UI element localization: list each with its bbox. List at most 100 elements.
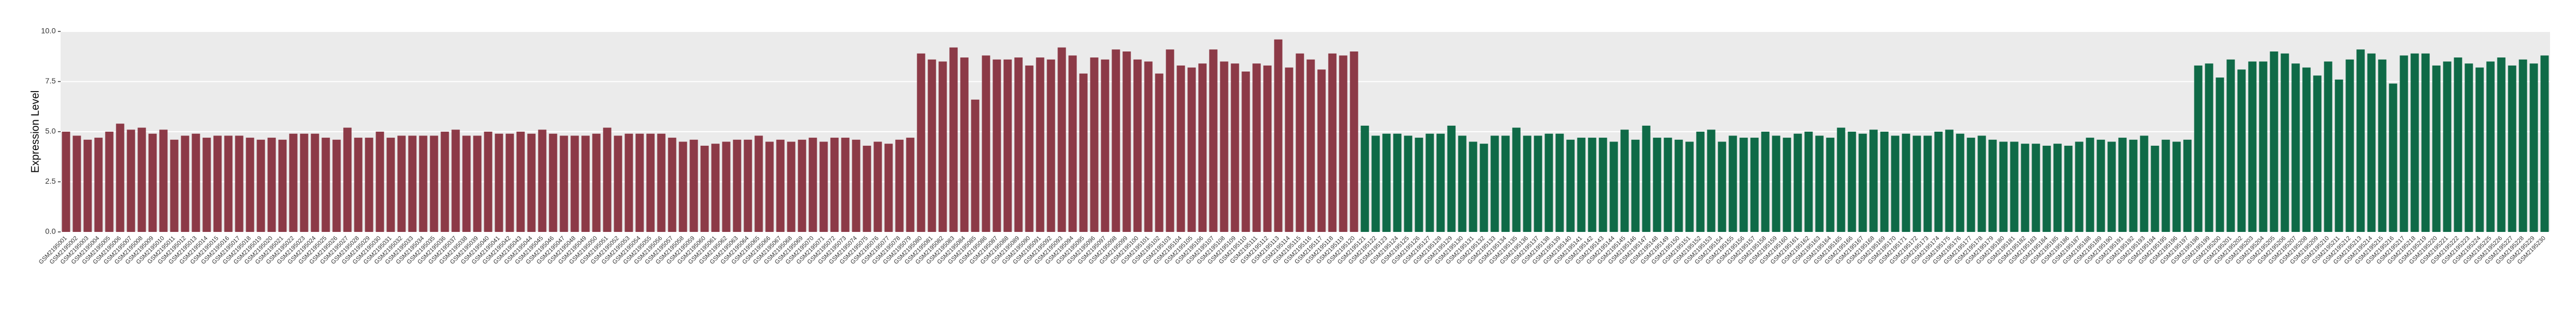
bar: [2291, 63, 2300, 232]
bar: [2475, 67, 2484, 232]
bar: [2335, 79, 2343, 232]
bar: [94, 138, 103, 232]
bar: [1718, 141, 1726, 232]
bar: [2183, 139, 2192, 232]
bar: [1696, 132, 1705, 232]
bar: [549, 133, 557, 232]
bar: [798, 139, 806, 232]
bar: [1068, 55, 1077, 232]
bar: [917, 53, 925, 232]
bar: [1393, 133, 1402, 232]
bar: [1480, 144, 1488, 232]
bar: [906, 138, 915, 232]
bar: [971, 99, 980, 232]
bar: [1826, 138, 1835, 232]
bar: [787, 141, 796, 232]
bar: [1566, 139, 1575, 232]
bar: [1609, 141, 1618, 232]
bar: [689, 139, 698, 232]
bar: [2465, 63, 2473, 232]
bar: [1166, 49, 1174, 232]
bar: [1144, 61, 1153, 232]
bar: [2151, 145, 2159, 232]
bar: [1220, 61, 1228, 232]
bar: [473, 135, 482, 232]
bar: [1913, 135, 1921, 232]
bar: [1599, 138, 1607, 232]
bar: [516, 132, 525, 232]
y-tick-label: 10.0: [41, 27, 56, 35]
bar: [332, 139, 341, 232]
bar: [1653, 138, 1661, 232]
bar: [603, 127, 612, 232]
bar: [1436, 133, 1445, 232]
bar: [1415, 138, 1423, 232]
bar: [938, 61, 947, 232]
bar: [614, 135, 622, 232]
bar: [1858, 133, 1867, 232]
bar: [1848, 132, 1856, 232]
bar: [809, 138, 817, 232]
bar: [2410, 53, 2419, 232]
bar: [852, 139, 860, 232]
bar: [1772, 135, 1780, 232]
bar: [2378, 59, 2387, 232]
bar: [408, 135, 417, 232]
bar: [765, 141, 774, 232]
bar: [993, 59, 1001, 232]
bar: [1263, 65, 1272, 232]
bar: [2172, 141, 2181, 232]
bar: [148, 133, 157, 232]
bar: [538, 130, 547, 232]
bar: [700, 145, 709, 232]
bar: [1231, 63, 1239, 232]
bar: [2140, 135, 2148, 232]
bar: [2302, 67, 2311, 232]
bar: [949, 47, 958, 232]
bar: [2540, 55, 2549, 232]
bar: [733, 139, 741, 232]
bar: [246, 138, 254, 232]
bar: [1328, 53, 1337, 232]
bar: [354, 138, 363, 232]
bar: [1079, 73, 1088, 232]
bar: [625, 133, 633, 232]
bar: [267, 138, 276, 232]
bar: [1804, 132, 1813, 232]
bar: [1014, 57, 1023, 232]
bar: [1761, 132, 1770, 232]
bar: [321, 138, 330, 232]
bar: [1729, 135, 1737, 232]
bar: [1534, 135, 1542, 232]
bar: [1642, 125, 1651, 232]
bar: [1523, 135, 1532, 232]
bar: [2216, 77, 2224, 232]
bar: [1685, 141, 1694, 232]
bar: [830, 138, 839, 232]
bar: [2356, 49, 2365, 232]
bar: [2313, 75, 2322, 232]
bar: [2205, 63, 2213, 232]
bar: [646, 133, 655, 232]
bar: [2097, 139, 2105, 232]
bar: [2400, 55, 2408, 232]
bar: [2194, 65, 2203, 232]
bar: [1057, 47, 1066, 232]
bar: [192, 133, 200, 232]
bar: [1306, 59, 1315, 232]
bar: [2367, 53, 2376, 232]
bar: [581, 135, 590, 232]
bar: [2237, 69, 2246, 232]
y-tick-label: 0.0: [45, 227, 56, 236]
bar: [1155, 73, 1164, 232]
bar: [1707, 130, 1716, 232]
bar: [1577, 138, 1586, 232]
bar: [451, 130, 460, 232]
bar: [960, 57, 969, 232]
bar: [1101, 59, 1109, 232]
bar: [635, 133, 644, 232]
bar: [2259, 61, 2268, 232]
bar: [863, 145, 871, 232]
bar: [668, 138, 676, 232]
